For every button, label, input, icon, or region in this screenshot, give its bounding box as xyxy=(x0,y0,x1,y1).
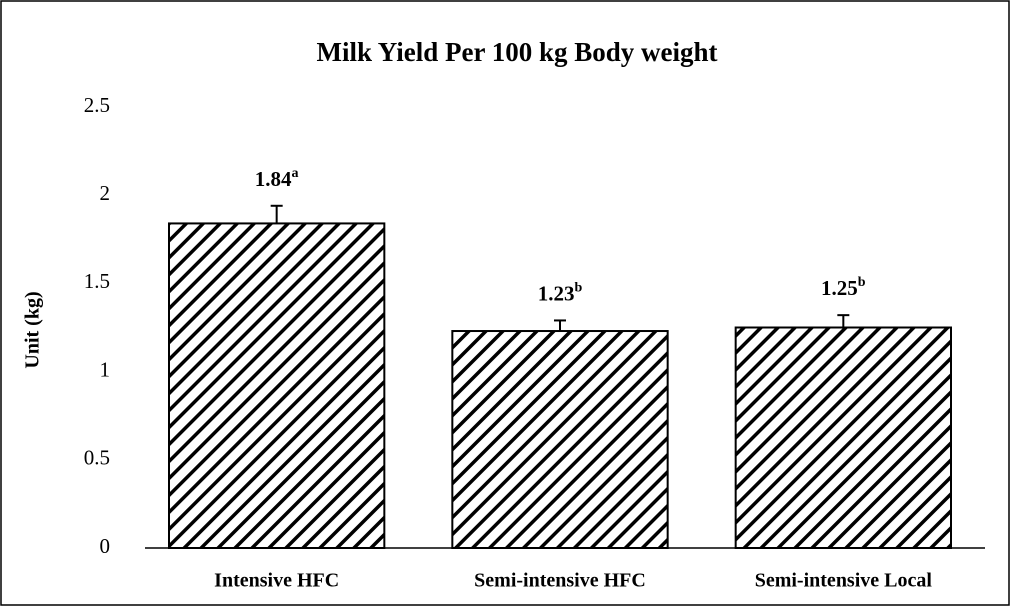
error-bar xyxy=(554,319,566,332)
data-label: 1.23b xyxy=(538,281,583,306)
bar xyxy=(451,330,669,550)
x-tick-label: Semi-intensive HFC xyxy=(474,570,646,592)
y-tick-label: 2.5 xyxy=(84,93,110,117)
y-tick-label: 1.5 xyxy=(84,269,110,293)
y-tick-label: 0 xyxy=(100,534,111,558)
x-tick-label: Semi-intensive Local xyxy=(755,570,933,592)
y-tick-label: 0.5 xyxy=(84,446,110,470)
bar xyxy=(734,326,953,549)
y-axis-label: Unit (kg) xyxy=(22,291,44,368)
y-tick-label: 1 xyxy=(100,357,111,381)
data-label: 1.25b xyxy=(821,275,866,300)
data-label-significance: a xyxy=(292,166,299,181)
x-tick-label: Intensive HFC xyxy=(214,570,339,592)
error-bar xyxy=(837,314,850,328)
bar xyxy=(168,222,386,549)
data-label-value: 1.25 xyxy=(821,276,858,300)
data-label-value: 1.84 xyxy=(255,167,292,191)
data-label-value: 1.23 xyxy=(538,281,575,305)
data-label-significance: b xyxy=(858,275,866,290)
y-tick-label: 2 xyxy=(100,181,111,205)
error-bar xyxy=(270,204,283,224)
chart-title: Milk Yield Per 100 kg Body weight xyxy=(316,37,717,67)
data-label: 1.84a xyxy=(255,166,299,191)
data-label-significance: b xyxy=(574,281,582,296)
